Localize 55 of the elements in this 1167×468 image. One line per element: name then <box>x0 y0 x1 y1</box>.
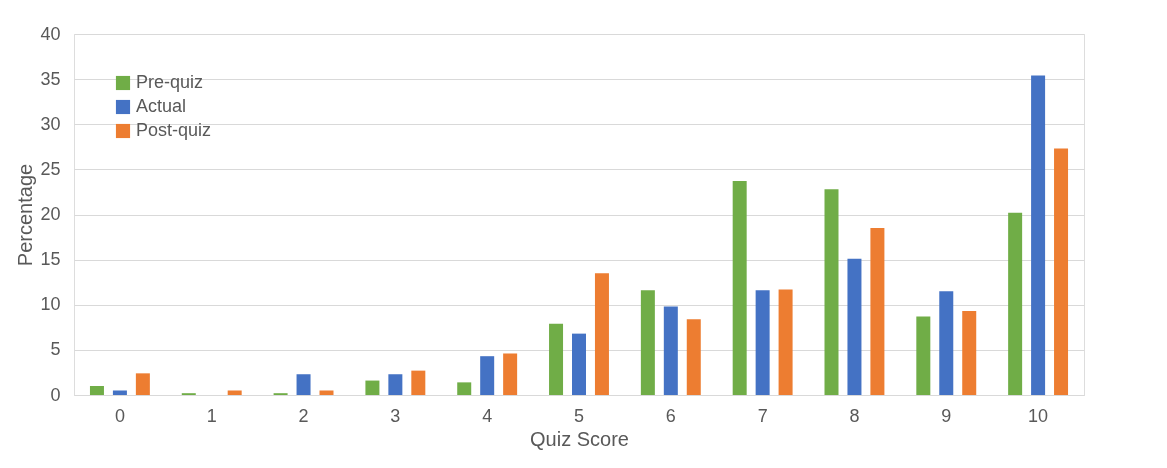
bar <box>112 390 127 395</box>
bar <box>594 273 609 395</box>
y-tick-label: 15 <box>40 249 61 270</box>
y-tick-label: 35 <box>40 68 61 89</box>
bar <box>663 306 678 395</box>
legend-label: Pre-quiz <box>136 72 204 92</box>
bar <box>1054 148 1069 395</box>
y-axis-title: Percentage <box>14 163 37 267</box>
bar <box>572 333 586 395</box>
bar <box>480 356 495 395</box>
bar <box>296 374 311 395</box>
bar <box>755 290 770 395</box>
x-tick-label: 2 <box>298 405 309 426</box>
bar <box>457 382 472 395</box>
y-tick-label: 25 <box>40 158 61 179</box>
x-axis-title: Quiz Score <box>530 427 629 450</box>
y-tick-label: 40 <box>40 23 61 44</box>
x-tick-label: 4 <box>482 405 493 426</box>
y-tick-label: 5 <box>50 339 61 360</box>
bar <box>870 228 885 395</box>
bar <box>1008 212 1023 395</box>
x-tick-label: 7 <box>757 405 768 426</box>
bar <box>640 290 655 395</box>
bar <box>778 289 793 395</box>
bar <box>388 374 403 395</box>
bar <box>549 323 564 395</box>
legend-label: Actual <box>136 96 187 116</box>
bar <box>319 390 334 395</box>
bar <box>227 390 242 395</box>
x-tick-label: 3 <box>390 405 401 426</box>
x-tick-label: 1 <box>206 405 217 426</box>
y-tick-label: 30 <box>40 113 61 134</box>
bar <box>135 373 150 395</box>
bar <box>1031 75 1046 395</box>
x-tick-label: 10 <box>1028 405 1049 426</box>
x-tick-label: 9 <box>941 405 952 426</box>
legend-label: Post-quiz <box>136 120 212 140</box>
bar <box>824 189 839 395</box>
bar <box>847 258 862 395</box>
y-tick-label: 20 <box>40 204 61 224</box>
bar <box>503 353 518 395</box>
bar <box>916 316 931 395</box>
bar <box>732 181 747 395</box>
bar <box>962 311 977 395</box>
x-tick-label: 0 <box>114 405 125 426</box>
x-tick-label: 8 <box>849 405 860 426</box>
bar <box>939 291 954 395</box>
x-tick-label: 5 <box>573 405 585 426</box>
x-tick-label: 6 <box>665 405 676 426</box>
y-tick-label: 0 <box>50 384 61 405</box>
y-tick-label: 10 <box>40 294 61 315</box>
bar <box>411 370 426 395</box>
bar <box>365 380 380 395</box>
bar <box>686 319 701 395</box>
bar <box>89 385 104 395</box>
